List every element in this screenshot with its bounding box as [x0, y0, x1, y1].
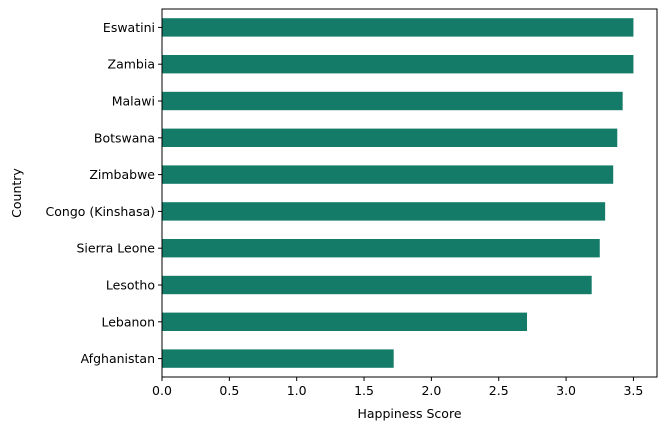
x-tick-label: 0.0: [152, 383, 172, 398]
bar: [162, 202, 606, 221]
x-tick-label: 3.0: [556, 383, 576, 398]
x-tick-label: 0.5: [219, 383, 239, 398]
x-tick-label: 1.5: [354, 383, 374, 398]
y-tick-label: Malawi: [112, 94, 155, 109]
bar: [162, 18, 634, 37]
y-tick-label: Afghanistan: [81, 351, 155, 366]
x-tick-label: 3.5: [623, 383, 643, 398]
bar: [162, 275, 592, 295]
y-tick-label: Zimbabwe: [89, 167, 155, 182]
y-axis-ticks: Afghanistan Lebanon Lesotho Sierra Leone Con…: [46, 20, 162, 366]
y-tick-label: Botswana: [94, 130, 155, 145]
x-axis-ticks: 0.0 0.5 1.0 1.5 2.0 2.5 3.0 3.5: [152, 377, 643, 398]
x-tick-label: 2.5: [489, 383, 509, 398]
bar: [162, 91, 623, 111]
plot-frame: [161, 8, 658, 378]
y-tick-label: Sierra Leone: [77, 241, 156, 256]
y-tick-label: Eswatini: [103, 20, 155, 35]
bar: [162, 312, 528, 331]
x-tick-label: 1.0: [287, 383, 307, 398]
y-tick-label: Congo (Kinshasa): [46, 204, 155, 219]
bar: [162, 239, 600, 258]
x-axis-label: Happiness Score: [357, 406, 461, 421]
y-tick-label: Zambia: [108, 57, 155, 72]
bar: [162, 349, 394, 368]
bar: [162, 55, 634, 74]
bars-group: [162, 18, 634, 368]
bar: [162, 165, 614, 184]
y-tick-label: Lebanon: [101, 314, 155, 329]
y-tick-label: Lesotho: [106, 278, 155, 293]
x-tick-label: 2.0: [421, 383, 441, 398]
bar: [162, 128, 618, 147]
y-axis-label: Country: [9, 168, 24, 218]
